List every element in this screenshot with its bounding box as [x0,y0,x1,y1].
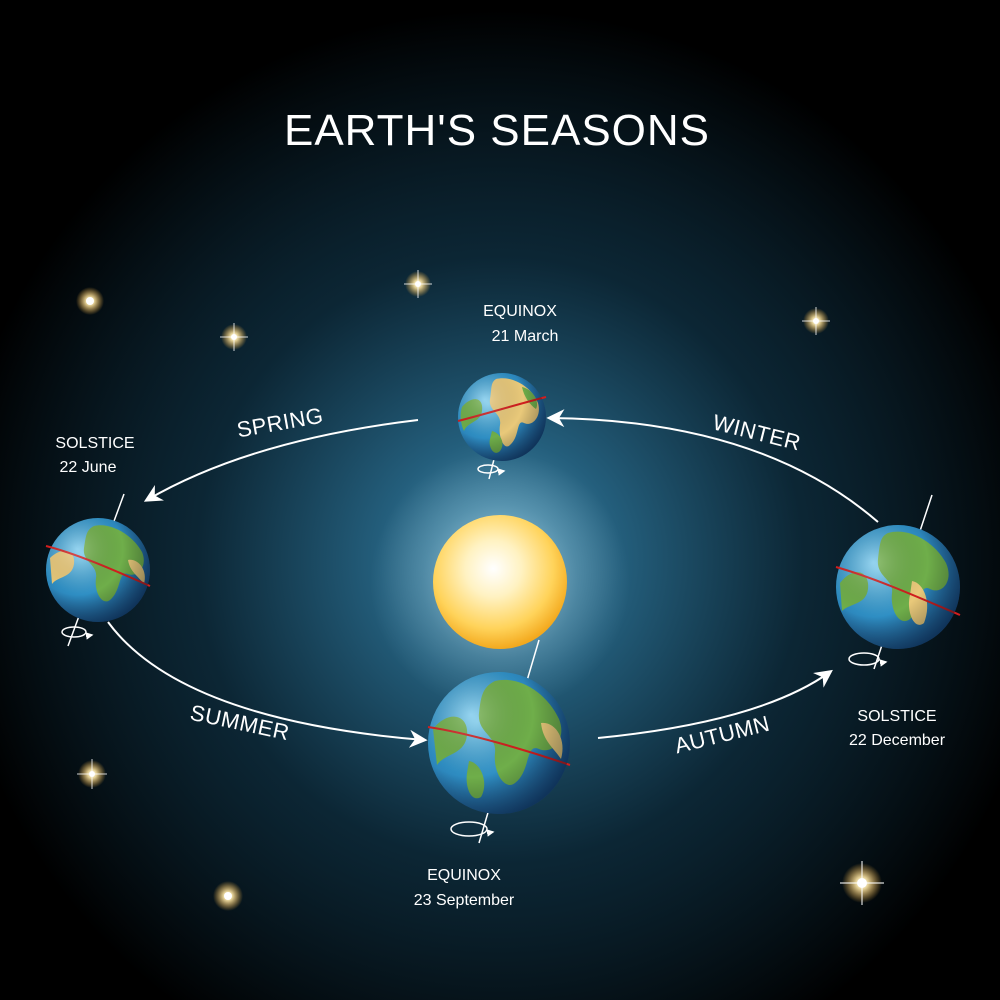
stars [76,270,884,911]
event-date-september: 23 September [414,892,515,909]
star-icon [802,307,830,335]
star-icon [840,861,884,905]
star-icon [220,323,248,351]
earth-june-solstice [45,493,151,647]
orbit-path [107,409,879,748]
earth-march-equinox [457,373,547,480]
event-name-march: EQUINOX [483,303,557,320]
event-date-june: 22 June [60,459,117,476]
event-date-december: 22 December [849,732,946,749]
orbit-arrow-summer [107,621,428,748]
event-name-december: SOLSTICE [857,708,936,725]
sun [370,452,630,712]
event-name-september: EQUINOX [427,867,501,884]
event-name-june: SOLSTICE [55,435,134,452]
event-date-march: 21 March [492,328,559,345]
star-icon [213,881,243,911]
star-icon [77,759,107,789]
page-title: EARTH'S SEASONS [284,106,710,155]
orbit-arrow-spring [143,419,419,502]
orbit-arrow-autumn [597,669,833,739]
earth-september-equinox [427,639,571,844]
star-icon [404,270,432,298]
star-icon [76,287,104,315]
orbit-arrow-winter [546,409,879,523]
earth-december-solstice [835,494,961,670]
